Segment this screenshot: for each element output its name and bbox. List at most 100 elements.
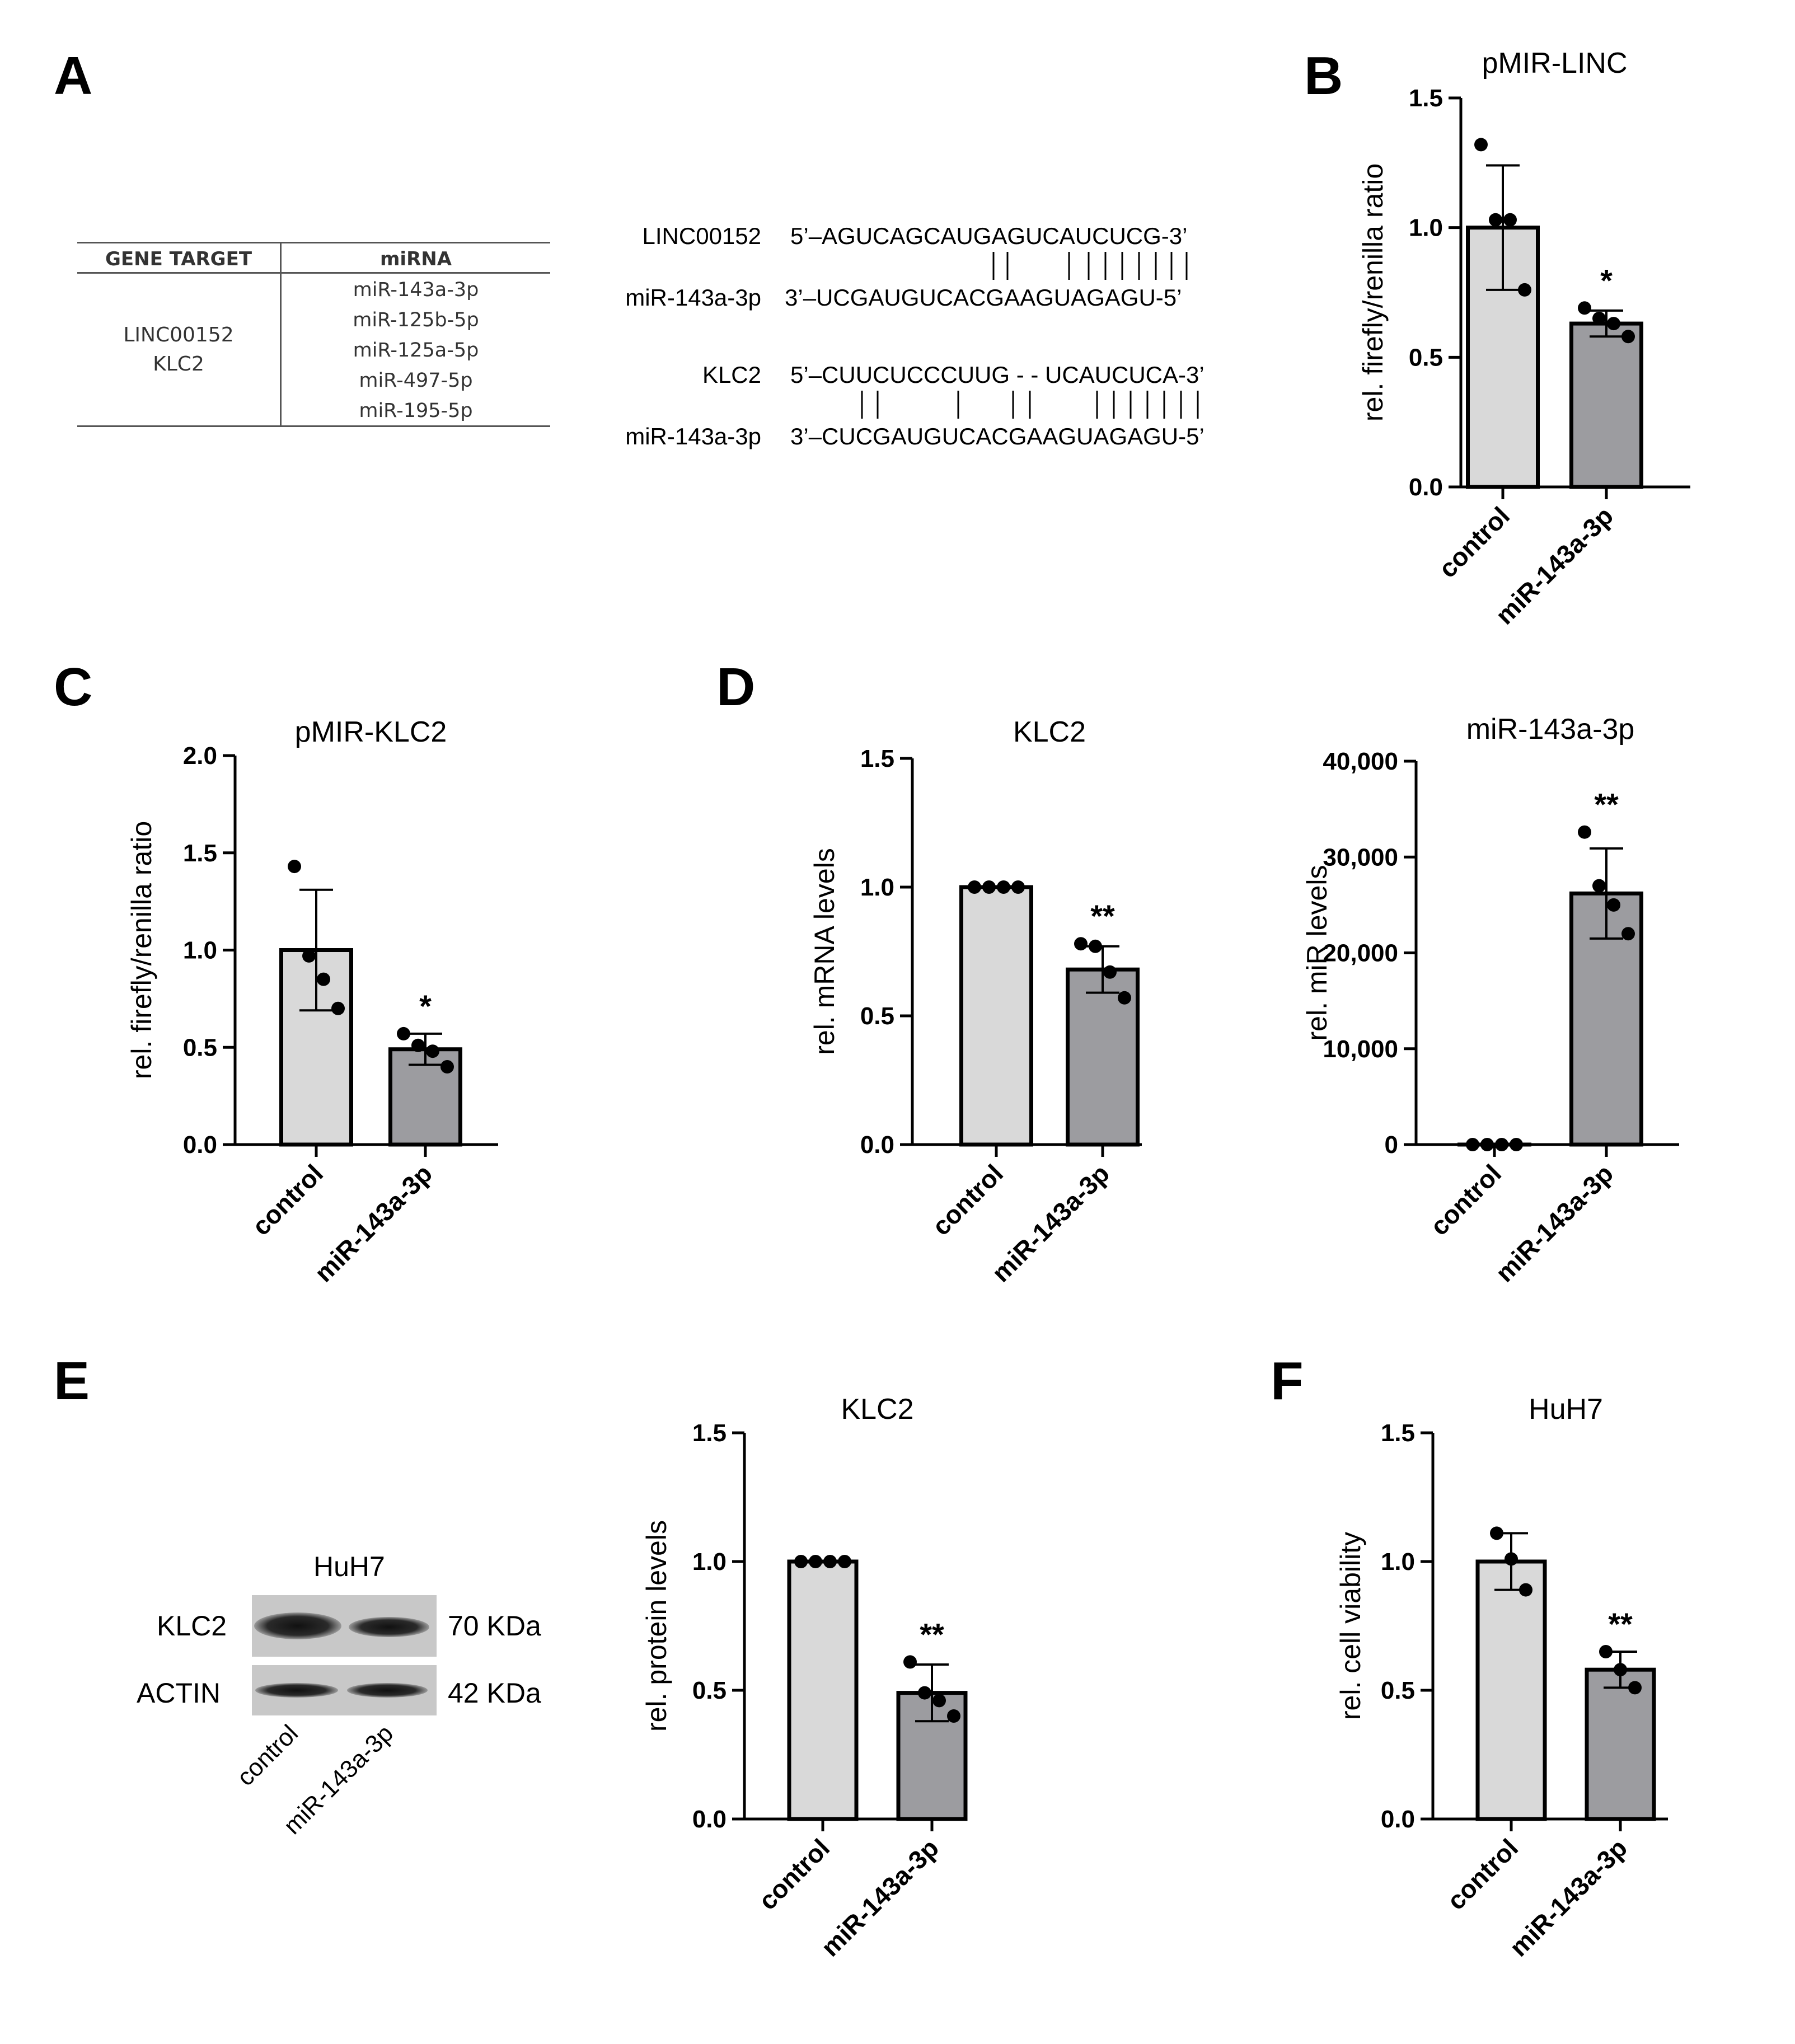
chart-title: KLC2 [841,1393,913,1426]
data-point [968,880,981,894]
gene-target-header: GENE TARGET [105,248,252,270]
y-axis-label: rel. firefly/renilla ratio [1357,163,1389,421]
x-tick-label: control [1433,501,1515,583]
data-point [440,1060,454,1073]
data-point [1505,1552,1518,1566]
gene-item: KLC2 [153,353,204,376]
y-axis-label: rel. firefly/renilla ratio [126,821,157,1079]
data-point [1599,1645,1613,1658]
y-tick-label: 0.0 [692,1806,727,1833]
chart-title: pMIR-LINC [1482,47,1627,79]
panel-letter-f: F [1271,1351,1304,1411]
alignment-target-seq: 5’–CUUCUCCCUUG - - UCAUCUCA-3’ [790,362,1205,388]
chart-huh7-viability: HuH7 rel. cell viability 0.0 0.5 1.0 1.5 contr… [1335,1393,1668,1962]
bar-control [787,1559,859,1821]
panel-letter-a: A [54,46,93,106]
bar-control [1475,1559,1547,1821]
data-point [1628,1681,1642,1695]
data-point [1118,991,1131,1005]
blot-size-label: 70 KDa [448,1610,541,1642]
mirna-item: miR-125a-5p [353,339,479,362]
y-tick-label: 1.0 [1409,214,1443,242]
alignment-mir-seq: 3’–UCGAUGUCACGAAGUAGAGU-5’ [785,284,1182,311]
data-point [838,1555,851,1568]
y-tick-label: 1.0 [692,1548,727,1576]
y-tick-label: 1.0 [860,874,894,901]
data-point [823,1555,837,1568]
significance-marker: ** [1090,898,1115,934]
data-point [918,1686,931,1700]
y-tick-label: 0.0 [1409,474,1443,501]
alignment-pairing-lines-2 [861,391,1199,419]
panel-letter-d: D [716,657,756,717]
data-point [1578,825,1591,839]
data-point [397,1026,410,1040]
bar-mir-143a-3p [1569,321,1643,489]
data-point [1519,1583,1532,1597]
y-tick-label: 30,000 [1323,843,1398,871]
y-axis-label: rel. cell viability [1335,1532,1366,1720]
data-point [1510,1137,1523,1151]
data-point [1592,879,1606,893]
data-point [947,1709,960,1723]
x-tick-label: miR-143a-3p [1504,1833,1633,1962]
data-point [997,880,1010,894]
data-point [1592,311,1606,325]
significance-marker: ** [920,1616,944,1652]
chart-pmir-linc: pMIR-LINC rel. firefly/renilla ratio 0.0 0.… [1357,47,1690,630]
x-tick-label: control [1441,1833,1524,1915]
y-tick-label: 20,000 [1323,940,1398,967]
y-tick-label: 1.0 [1381,1548,1415,1576]
data-point [1621,927,1635,941]
blot-band [349,1617,429,1637]
panel-letter-e: E [54,1351,90,1411]
data-point [426,1044,439,1058]
y-tick-label: 1.0 [183,937,217,964]
data-point [302,949,316,963]
y-tick-label: 1.5 [1409,85,1443,112]
bar-control [959,885,1033,1147]
data-point [1466,1137,1479,1151]
chart-title: miR-143a-3p [1466,713,1635,746]
data-point [1503,213,1517,227]
data-point [1614,1663,1627,1677]
mirna-target-table: GENE TARGET miRNA LINC00152 KLC2 miR-143… [77,242,550,427]
mirna-item: miR-143a-3p [353,279,479,301]
data-point [1103,965,1117,979]
y-tick-label: 1.5 [692,1419,727,1447]
panel-letter-c: C [54,657,93,717]
chart-mir143-levels: miR-143a-3p rel. miR levels 0 10,000 20,000 3… [1301,713,1679,1288]
data-point [1474,138,1488,152]
alignment-target-seq: 5’–AGUCAGCAUGAGUCAUCUCG-3’ [790,223,1188,249]
significance-marker: ** [1608,1606,1633,1642]
blot-band [347,1683,428,1698]
data-point [1490,1526,1503,1540]
data-point [331,1001,345,1015]
blot-row-label: KLC2 [157,1610,227,1642]
alignment-mir-seq: 3’–CUCGAUGUCACGAAGUAGAGU-5’ [790,423,1205,449]
mirna-item: miR-195-5p [359,400,473,422]
y-tick-label: 0.0 [860,1131,894,1159]
data-point [809,1555,822,1568]
data-point [1495,1137,1508,1151]
y-axis-label: rel. miR levels [1301,865,1333,1041]
gene-list: LINC00152 KLC2 [77,321,280,379]
data-point [1518,283,1531,297]
data-point [1480,1137,1494,1151]
mirna-header: miRNA [379,248,452,270]
x-tick-label: control [1424,1159,1507,1241]
y-tick-label: 10,000 [1323,1035,1398,1063]
x-tick-label: control [926,1159,1009,1241]
x-tick-label: miR-143a-3p [816,1833,944,1962]
y-tick-label: 0.5 [183,1034,217,1061]
significance-marker: * [1600,262,1613,298]
data-point [288,860,301,874]
chart-title: KLC2 [1013,716,1086,748]
x-tick-label: miR-143a-3p [309,1159,438,1287]
x-tick-label: control [246,1159,329,1241]
y-tick-label: 40,000 [1323,748,1398,775]
data-point [1607,898,1620,912]
mirna-list: miR-143a-3p miR-125b-5p miR-125a-5p miR-… [282,275,550,426]
y-axis-label: rel. protein levels [641,1520,672,1732]
chart-title: pMIR-KLC2 [295,716,447,748]
